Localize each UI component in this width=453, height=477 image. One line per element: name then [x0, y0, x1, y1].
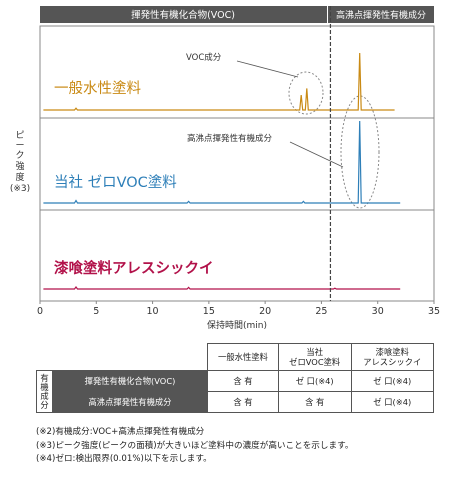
table-cell: ゼ 口(※4)	[350, 370, 435, 392]
table-row: 高沸点揮発性有機成分 含 有 含 有 ゼ 口(※4)	[37, 391, 435, 413]
table-col-header: 漆喰塗料 アレスシックイ	[350, 343, 435, 371]
component-table: 一般水性塗料 当社 ゼロVOC塗料 漆喰塗料 アレスシックイ 有 機 成 分 揮…	[36, 343, 435, 413]
y-label-char-3: 強	[15, 160, 24, 172]
table-cell: ゼ 口(※4)	[277, 370, 352, 392]
table-cell: 含 有	[207, 391, 279, 413]
series-layer	[43, 52, 401, 290]
voc-peaks-highlight	[288, 71, 324, 115]
series-label-2: 当社 ゼロVOC塗料	[54, 173, 177, 191]
x-tick-label: 20	[259, 306, 271, 317]
voc-header-label: 揮発性有機化合物(VOC)	[131, 9, 235, 21]
table-row-label: 高沸点揮発性有機成分	[52, 391, 208, 413]
x-tick-label: 0	[37, 306, 43, 317]
high-boiling-header-band	[328, 6, 434, 23]
chromatogram-chart: 揮発性有機化合物(VOC) 高沸点揮発性有機成分 ピ ー ク 強 度 (※3) …	[10, 6, 440, 331]
x-axis: 0 5 10 15 20 25 30 35	[37, 301, 440, 317]
side-char: 機	[40, 381, 49, 392]
x-tick-label: 10	[147, 306, 159, 317]
table-blank-head	[53, 344, 208, 371]
y-label-char-0: ピ	[15, 130, 24, 141]
y-label-char-4: 度	[15, 171, 24, 183]
high-boiling-highlight	[340, 95, 380, 209]
table-header-row: 一般水性塗料 当社 ゼロVOC塗料 漆喰塗料 アレスシックイ	[37, 343, 435, 371]
x-tick-label: 35	[428, 306, 440, 317]
x-tick-label: 25	[315, 306, 327, 317]
table-col-header: 当社 ゼロVOC塗料	[277, 343, 352, 371]
plot-frame	[39, 25, 435, 302]
footnote: (※4)ゼロ:検出限界(0.01%)以下を示します。	[36, 454, 212, 464]
series-label-3: 漆喰塗料アレスシックイ	[54, 259, 214, 277]
series-line-3	[43, 286, 401, 290]
voc-annotation-label: VOC成分	[186, 52, 222, 63]
y-label-char-2: ク	[15, 150, 24, 161]
footnote: (※2)有機成分:VOC+高沸点揮発性有機成分	[36, 427, 205, 437]
high-boiling-header-label: 高沸点揮発性有機成分	[336, 9, 426, 21]
side-char: 分	[40, 399, 49, 410]
voc-header-band	[40, 6, 327, 23]
side-char: 成	[40, 390, 49, 401]
table-side-label: 有 機 成 分	[36, 370, 53, 413]
series-line-2	[43, 120, 401, 204]
footnotes: (※2)有機成分:VOC+高沸点揮発性有機成分 (※3)ピーク強度(ピークの面積…	[36, 426, 436, 467]
y-label-char-5: (※3)	[10, 184, 30, 194]
table-row-label: 揮発性有機化合物(VOC)	[52, 370, 208, 392]
y-axis-label: ピ ー ク 強 度 (※3)	[10, 130, 30, 194]
table-col-header: 一般水性塗料	[207, 343, 279, 371]
table-blank-side	[37, 344, 53, 371]
table-cell: ゼ 口(※4)	[350, 391, 435, 413]
table-row: 有 機 成 分 揮発性有機化合物(VOC) 含 有 ゼ 口(※4) ゼ 口(※4…	[36, 370, 435, 413]
voc-annotation-line	[236, 60, 299, 78]
side-char: 有	[40, 372, 49, 383]
x-tick-label: 5	[93, 306, 99, 317]
x-tick-label: 15	[203, 306, 215, 317]
x-tick-label: 30	[372, 306, 384, 317]
series-line-1	[43, 52, 395, 111]
x-axis-title: 保持時間(min)	[207, 319, 267, 331]
table-cell: 含 有	[277, 391, 352, 413]
high-boiling-annotation-line	[289, 141, 344, 168]
high-boiling-annotation-label: 高沸点揮発性有機成分	[187, 133, 273, 144]
table-cell: 含 有	[207, 370, 279, 392]
y-label-char-1: ー	[15, 141, 24, 151]
footnote: (※3)ピーク強度(ピークの面積)が大きいほど塗料中の濃度が高いことを示します。	[36, 440, 354, 451]
series-label-1: 一般水性塗料	[54, 79, 141, 97]
